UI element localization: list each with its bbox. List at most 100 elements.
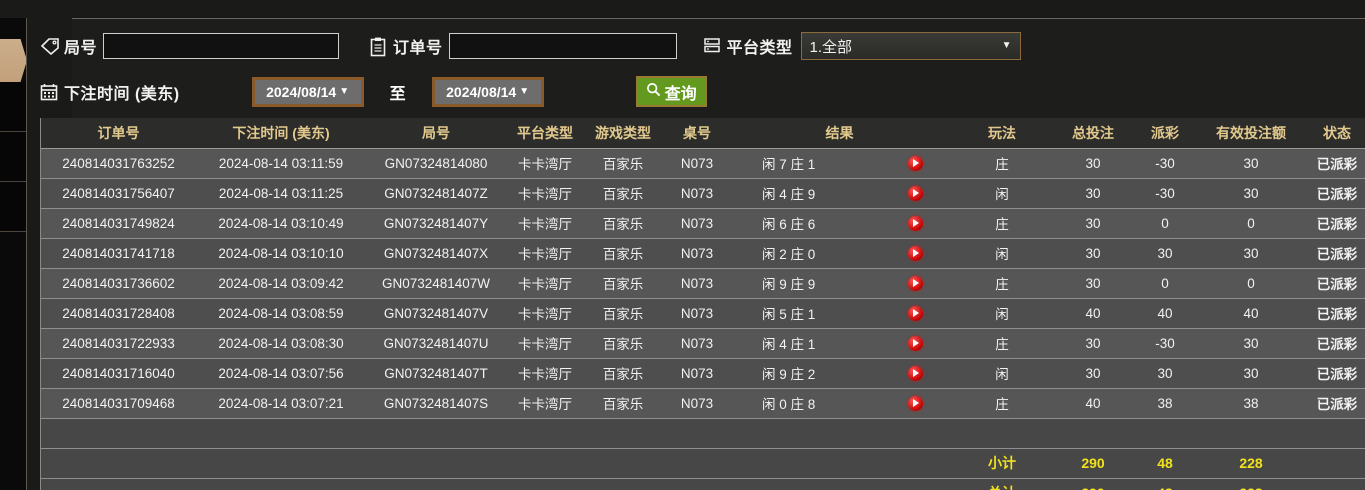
play-icon[interactable] [908, 245, 923, 261]
sidebar-item-2[interactable] [0, 132, 26, 182]
play-icon[interactable] [908, 275, 923, 291]
bet-time-label: 下注时间 (美东) [64, 85, 180, 103]
cell-order-no: 240814031736602 [41, 268, 196, 299]
date-range-separator: 至 [389, 85, 406, 103]
table-header-cell-11[interactable]: 状态 [1301, 118, 1365, 149]
cell-status: 已派彩 [1301, 328, 1365, 359]
play-icon[interactable] [908, 395, 923, 411]
cell-order-no: 240814031722933 [41, 328, 196, 359]
cell-blank [1301, 448, 1365, 479]
sidebar-item-3[interactable] [0, 182, 26, 232]
cell-bet-type: 庄 [947, 268, 1057, 299]
sidebar-item-1[interactable] [0, 82, 26, 132]
table-row[interactable]: 240814031763252 2024-08-14 03:11:59 GN0732… [41, 148, 1365, 179]
cell-valid-bet: 30 [1201, 358, 1301, 389]
round-no-input[interactable] [103, 33, 340, 59]
table-row[interactable]: 240814031716040 2024-08-14 03:07:56 GN0732… [41, 358, 1365, 389]
order-no-input[interactable] [448, 33, 677, 59]
table-header-cell-8[interactable]: 总投注 [1057, 118, 1129, 149]
cell-result: 闲 9 庄 2 [732, 358, 947, 389]
result-text: 闲 9 庄 9 [762, 277, 816, 292]
table-header-cell-6[interactable]: 结果 [732, 118, 947, 149]
cell-result: 闲 9 庄 9 [732, 268, 947, 299]
result-text: 闲 2 庄 0 [762, 247, 816, 262]
table-header-cell-0[interactable]: 订单号 [41, 118, 196, 149]
calendar-icon [40, 83, 60, 101]
cell-blank [584, 448, 662, 479]
cell-table-no: N073 [662, 178, 732, 209]
table-row[interactable]: 240814031749824 2024-08-14 03:10:49 GN0732… [41, 208, 1365, 239]
round-no-label: 局号 [64, 40, 98, 57]
play-icon[interactable] [908, 215, 923, 231]
table-header-cell-2[interactable]: 局号 [366, 118, 506, 149]
table-row[interactable]: 240814031728408 2024-08-14 03:08:59 GN0732… [41, 298, 1365, 329]
cell-status: 已派彩 [1301, 208, 1365, 239]
cell-valid-bet: 0 [1201, 268, 1301, 299]
result-text: 闲 4 庄 1 [762, 337, 816, 352]
cell-valid-bet: 0 [1201, 208, 1301, 239]
bet-time-from-datepicker[interactable]: 2024/08/14 ▼ [251, 76, 364, 107]
cell-blank [196, 418, 366, 449]
result-text: 闲 4 庄 9 [762, 187, 816, 202]
cell-bet-type: 庄 [947, 148, 1057, 179]
summary-label: 小计 [947, 448, 1057, 479]
cell-round-no: GN0732481407W [366, 268, 506, 299]
table-row[interactable]: 240814031722933 2024-08-14 03:08:30 GN0732… [41, 328, 1365, 359]
cell-total-bet: 30 [1057, 178, 1129, 209]
table-spacer-row [41, 418, 1365, 449]
cell-bet-type: 闲 [947, 298, 1057, 329]
cell-bet-time: 2024-08-14 03:08:30 [196, 328, 366, 359]
cell-game-type: 百家乐 [584, 388, 662, 419]
table-header-cell-5[interactable]: 桌号 [662, 118, 732, 149]
cell-blank [196, 478, 366, 490]
cell-status: 已派彩 [1301, 358, 1365, 389]
table-header-cell-10[interactable]: 有效投注额 [1201, 118, 1301, 149]
cell-payout: 0 [1129, 208, 1201, 239]
cell-blank [506, 478, 584, 490]
cell-platform: 卡卡湾厅 [506, 148, 584, 179]
table-row[interactable]: 240814031756407 2024-08-14 03:11:25 GN0732… [41, 178, 1365, 209]
table-row[interactable]: 240814031736602 2024-08-14 03:09:42 GN0732… [41, 268, 1365, 299]
cell-payout: -30 [1129, 148, 1201, 179]
platform-type-select[interactable]: 1.全部 ▼ [800, 32, 1021, 60]
cell-bet-type: 庄 [947, 208, 1057, 239]
bet-time-to-datepicker[interactable]: 2024/08/14 ▼ [431, 76, 544, 107]
table-header-cell-3[interactable]: 平台类型 [506, 118, 584, 149]
cell-round-no: GN0732481407V [366, 298, 506, 329]
result-text: 闲 6 庄 6 [762, 217, 816, 232]
search-button[interactable]: 查询 [635, 76, 707, 107]
table-header-cell-7[interactable]: 玩法 [947, 118, 1057, 149]
play-icon[interactable] [908, 365, 923, 381]
cell-blank [41, 448, 196, 479]
summary-payout: 48 [1129, 478, 1201, 490]
cell-order-no: 240814031749824 [41, 208, 196, 239]
play-icon[interactable] [908, 335, 923, 351]
sidebar-active-tab[interactable] [0, 39, 27, 82]
play-icon[interactable] [908, 185, 923, 201]
cell-blank [196, 448, 366, 479]
table-header-cell-1[interactable]: 下注时间 (美东) [196, 118, 366, 149]
table-row[interactable]: 240814031741718 2024-08-14 03:10:10 GN0732… [41, 238, 1365, 269]
summary-payout: 48 [1129, 448, 1201, 479]
cell-platform: 卡卡湾厅 [506, 328, 584, 359]
table-row[interactable]: 240814031709468 2024-08-14 03:07:21 GN0732… [41, 388, 1365, 419]
cell-bet-time: 2024-08-14 03:07:56 [196, 358, 366, 389]
cell-bet-type: 闲 [947, 178, 1057, 209]
cell-valid-bet: 30 [1201, 238, 1301, 269]
result-text: 闲 7 庄 1 [762, 157, 816, 172]
cell-order-no: 240814031709468 [41, 388, 196, 419]
play-icon[interactable] [908, 305, 923, 321]
table-header-cell-4[interactable]: 游戏类型 [584, 118, 662, 149]
cell-table-no: N073 [662, 388, 732, 419]
cell-blank [1301, 478, 1365, 490]
cell-total-bet: 30 [1057, 148, 1129, 179]
cell-blank [732, 448, 947, 479]
cell-order-no: 240814031756407 [41, 178, 196, 209]
table-header-cell-9[interactable]: 派彩 [1129, 118, 1201, 149]
cell-payout: 0 [1129, 268, 1201, 299]
cell-table-no: N073 [662, 148, 732, 179]
cell-payout: -30 [1129, 178, 1201, 209]
play-icon[interactable] [908, 155, 923, 171]
sidebar-rail [0, 18, 27, 490]
